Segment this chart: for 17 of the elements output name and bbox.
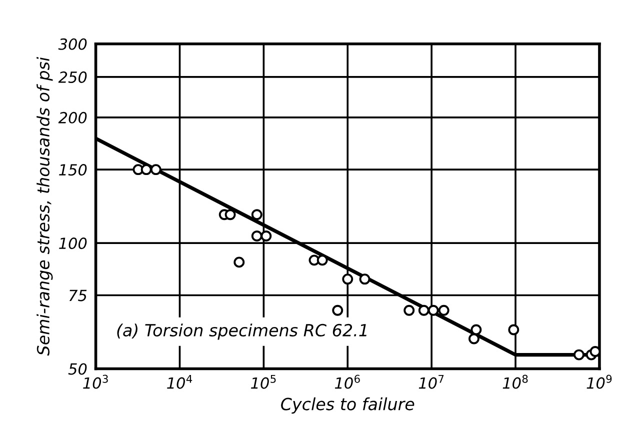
- y-tick-label: 150: [59, 164, 87, 176]
- y-axis-title: Semi-range stress, thousands of psi: [36, 56, 53, 356]
- x-tick-label: 10$^{4}$: [167, 374, 192, 389]
- x-axis-title: Cycles to failure: [281, 397, 414, 414]
- x-tick-label: 10$^{8}$: [502, 374, 528, 389]
- x-tick-label: 10$^{9}$: [586, 374, 612, 389]
- y-tick-label: 200: [58, 112, 87, 124]
- x-tick-label: 10$^{5}$: [250, 374, 276, 389]
- y-tick-label: 50: [68, 363, 87, 375]
- y-tick-label: 100: [59, 238, 87, 250]
- y-tick-label: 300: [58, 38, 87, 50]
- x-tick-label: 10$^{3}$: [83, 374, 108, 389]
- x-tick-label: 10$^{7}$: [418, 374, 444, 389]
- x-tick-label: 10$^{6}$: [334, 374, 360, 389]
- y-tick-label: 250: [58, 71, 87, 83]
- annotation: (a) Torsion specimens RC 62.1: [117, 324, 366, 340]
- y-tick-label: 75: [69, 290, 87, 302]
